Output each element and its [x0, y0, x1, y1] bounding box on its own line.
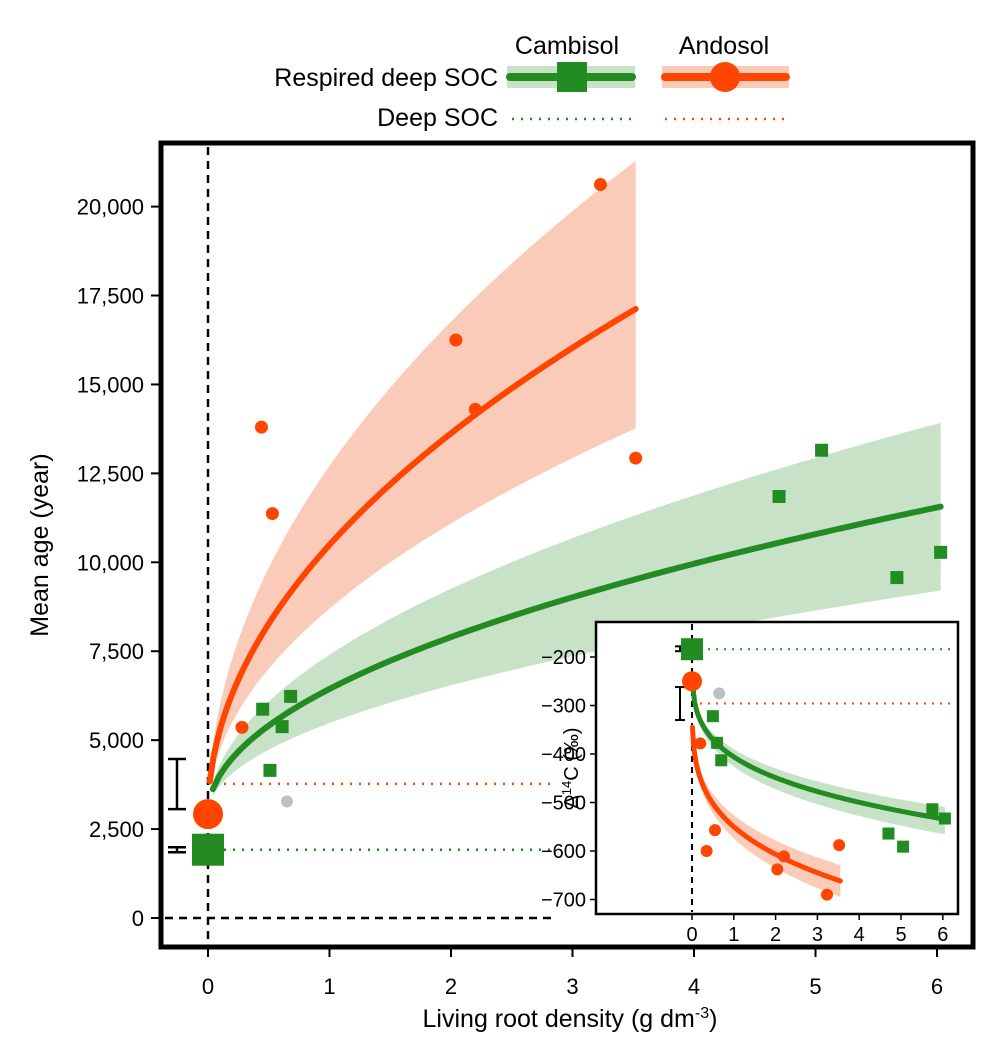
inset-x-tick-label-5: 5: [895, 924, 906, 946]
main-intercept-cambisol: [192, 833, 224, 866]
inset-point-andosol-2: [708, 824, 721, 837]
inset-point-cambisol-2: [715, 754, 728, 767]
main-fit-cambisol: [209, 503, 944, 793]
main-y-tick-label-0: 0: [132, 906, 144, 931]
main-y-tick-label-8: 20,000: [77, 195, 144, 220]
inset-x-tick-label-6: 6: [937, 924, 948, 946]
legend-header-andosol: Andosol: [679, 32, 769, 60]
main-band-cambisol: [212, 422, 941, 796]
main-y-tick-label-4: 10,000: [77, 550, 144, 575]
inset-y-tick-label-2: −500: [541, 793, 586, 815]
main-point-andosol-5: [593, 178, 607, 192]
main-x-tick-label-extra-1: 5: [809, 974, 821, 999]
main-point-andosol-1: [254, 420, 268, 434]
inset-point-cambisol-0: [706, 710, 719, 723]
main-y-tick-label-2: 5,000: [89, 728, 144, 753]
inset-point-cambisol-5: [926, 803, 939, 816]
legend-cambisol-square-marker: [557, 62, 587, 92]
main-point-cambisol-4: [772, 489, 786, 503]
main-point-cambisol-7: [934, 545, 948, 559]
main-y-tick-label-6: 15,000: [77, 372, 144, 397]
inset-point-andosol-4: [777, 850, 790, 863]
inset-band-andosol: [692, 723, 841, 897]
inset-chart: 0 1 2 3 4 5 6 −700 −600 −500 −400 −300 −200 Δ14C (‰): [541, 620, 960, 946]
inset-point-cambisol-4: [897, 840, 910, 853]
main-y-tick-label-1: 2,500: [89, 817, 144, 842]
inset-band-cambisol: [692, 679, 945, 835]
inset-x-tick-label-4: 4: [854, 924, 865, 946]
main-chart: 0 1 2 3 0 2,500 5,000 7,500 10,000 12,500 15,000 17…: [26, 140, 976, 1033]
main-point-andosol-4: [468, 402, 482, 416]
legend-row-respired: Respired deep SOC: [274, 64, 498, 92]
inset-plot-frame: [594, 620, 960, 916]
inset-point-andosol-0: [694, 737, 707, 750]
main-x-axis-label: Living root density (g dm-3): [423, 1005, 718, 1033]
main-y-tick-label-5: 12,500: [77, 461, 144, 486]
main-point-cambisol-1: [263, 763, 277, 777]
inset-point-cambisol-6: [938, 812, 951, 825]
main-x-tick-label-extra-0: 4: [688, 974, 700, 999]
main-x-tick-label-3: 3: [566, 974, 578, 999]
inset-excluded-point-0: [713, 687, 726, 700]
inset-point-cambisol-1: [711, 736, 724, 749]
inset-intercept-cambisol: [681, 638, 703, 661]
legend-header-cambisol: Cambisol: [515, 32, 619, 60]
main-point-andosol-2: [265, 507, 279, 521]
main-point-cambisol-0: [256, 702, 270, 716]
inset-y-tick-label-3: −400: [541, 744, 586, 766]
inset-intercept-andosol: [682, 671, 702, 692]
inset-y-tick-label-4: −300: [541, 696, 586, 718]
legend: Cambisol Andosol Respired deep SOC Deep …: [274, 32, 790, 132]
main-fit-andosol: [206, 305, 639, 785]
main-x-tick-label-extra-2: 6: [931, 974, 943, 999]
main-band-andosol: [209, 160, 636, 789]
inset-y-tick-label-1: −600: [541, 841, 586, 863]
main-point-cambisol-5: [815, 443, 829, 457]
inset-x-tick-label-3: 3: [812, 924, 823, 946]
main-excluded-point-0: [280, 795, 293, 808]
inset-x-tick-label-0: 0: [686, 924, 697, 946]
main-point-cambisol-2: [275, 720, 289, 734]
main-x-tick-label-0: 0: [202, 974, 214, 999]
inset-x-tick-label-2: 2: [770, 924, 781, 946]
main-point-cambisol-6: [890, 571, 904, 585]
inset-point-andosol-1: [700, 845, 713, 857]
inset-point-cambisol-3: [882, 827, 895, 840]
main-x-tick-label-2: 2: [445, 974, 457, 999]
inset-x-tick-label-1: 1: [728, 924, 739, 946]
main-intercept-andosol: [193, 799, 223, 830]
main-point-andosol-6: [629, 451, 643, 465]
inset-y-tick-label-0: −700: [541, 890, 586, 912]
main-y-tick-label-7: 17,500: [77, 284, 144, 309]
inset-y-tick-label-5: −200: [541, 647, 586, 669]
main-x-tick-label-1: 1: [323, 974, 335, 999]
inset-point-andosol-5: [821, 888, 834, 901]
main-y-tick-label-3: 7,500: [89, 639, 144, 664]
legend-andosol-circle-marker: [710, 62, 740, 92]
inset-fit-andosol: [689, 724, 843, 884]
main-point-cambisol-3: [284, 689, 298, 703]
main-y-axis-label: Mean age (year): [26, 453, 54, 636]
inset-point-andosol-3: [771, 863, 784, 876]
main-point-andosol-0: [235, 720, 249, 734]
main-point-andosol-3: [449, 333, 463, 347]
legend-row-deep: Deep SOC: [377, 104, 498, 132]
inset-point-andosol-6: [833, 839, 846, 852]
main-plot-frame: [158, 140, 976, 950]
inset-y-axis-label: Δ14C (‰): [559, 727, 583, 808]
inset-fit-cambisol: [689, 679, 948, 822]
